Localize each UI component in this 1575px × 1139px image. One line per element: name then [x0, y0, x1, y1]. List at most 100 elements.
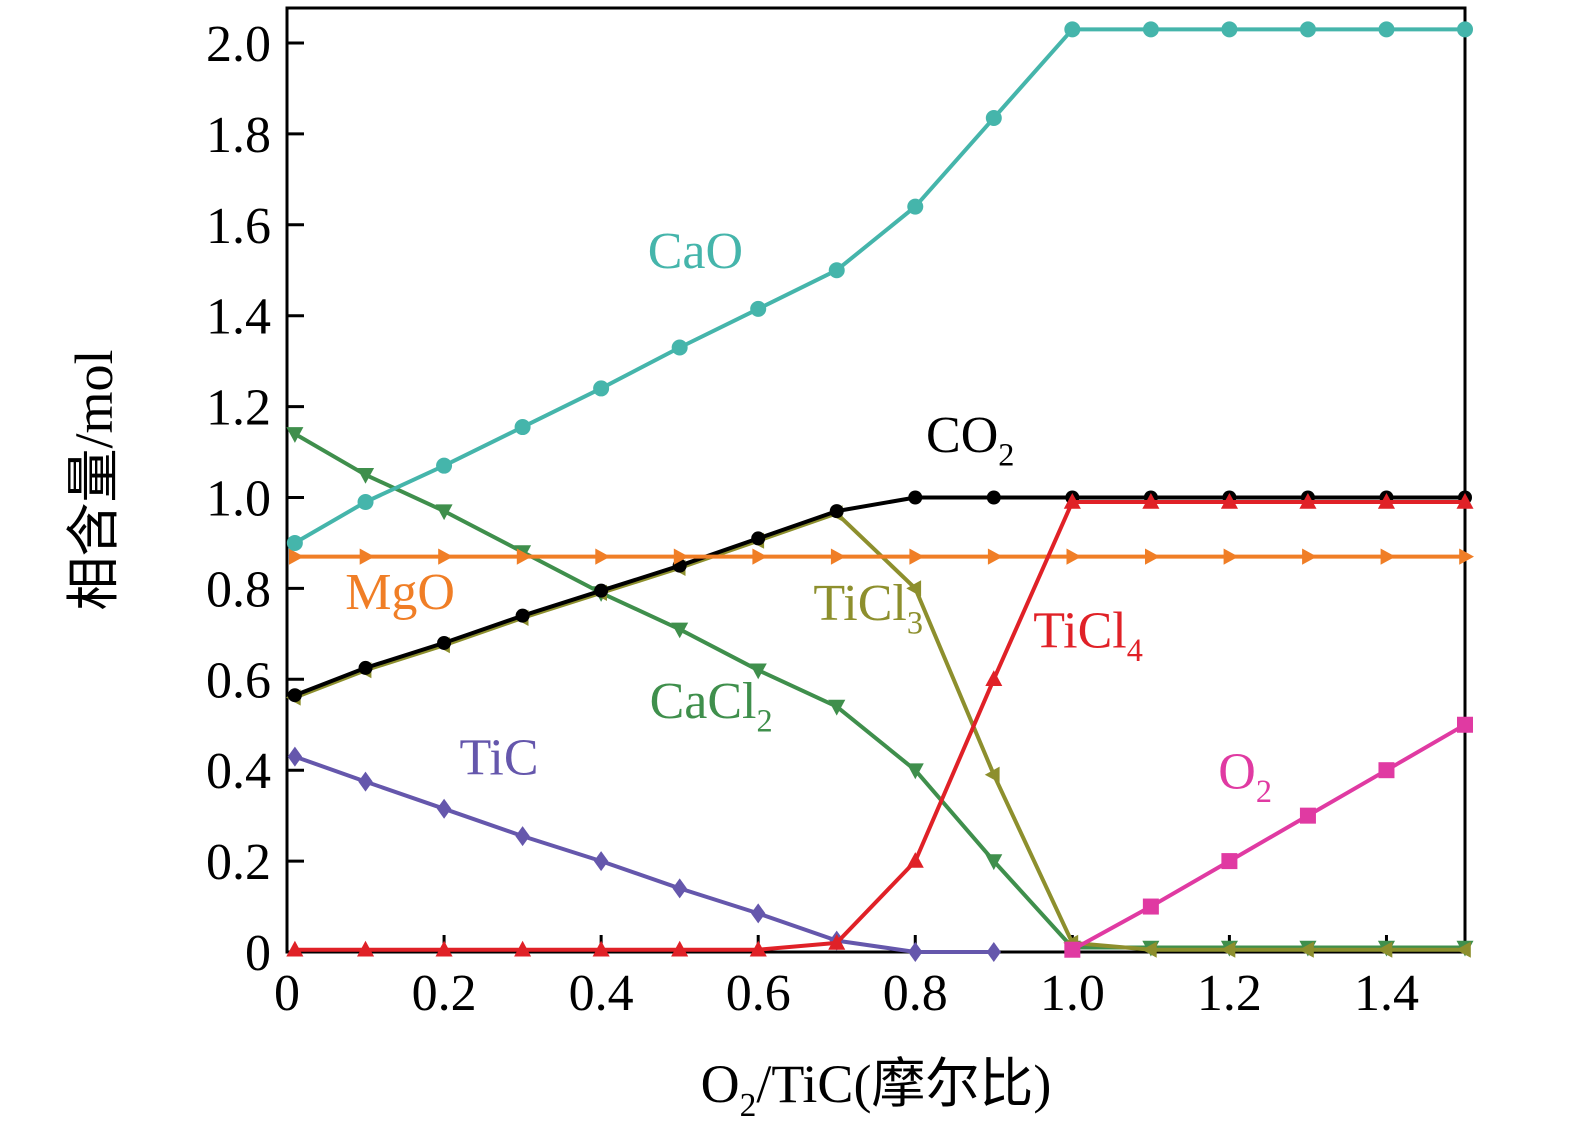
marker — [515, 608, 530, 623]
marker — [515, 826, 530, 847]
marker — [1066, 548, 1082, 565]
marker — [357, 468, 375, 484]
marker — [1456, 941, 1471, 958]
marker — [514, 940, 532, 957]
marker — [593, 851, 609, 872]
marker — [286, 940, 304, 957]
marker — [671, 622, 689, 639]
series-label-TiCl3: TiCl3 — [813, 575, 923, 641]
marker — [672, 878, 687, 899]
marker — [1459, 548, 1474, 565]
series-TiC: TiC — [287, 730, 1001, 962]
marker — [1220, 493, 1238, 509]
marker — [1299, 807, 1316, 824]
y-tick-label: 1.8 — [206, 107, 271, 164]
series-label-CO2: CO2 — [926, 407, 1014, 473]
x-tick-label: 1.0 — [1040, 965, 1105, 1022]
x-axis-label: O2/TiC(摩尔比) — [701, 1054, 1052, 1124]
x-tick-label: 0.6 — [726, 965, 791, 1022]
marker — [358, 660, 373, 675]
x-tick-label: 0 — [274, 965, 300, 1022]
marker — [437, 635, 452, 650]
y-tick-label: 0.8 — [206, 561, 271, 618]
marker — [1377, 941, 1393, 958]
series-line-TiCl4 — [292, 500, 1467, 952]
marker — [986, 942, 1001, 962]
marker — [906, 580, 922, 597]
marker — [907, 198, 924, 215]
marker — [593, 380, 610, 397]
x-tick-label: 0.8 — [883, 965, 948, 1022]
marker — [1298, 941, 1314, 958]
marker — [1221, 853, 1238, 870]
plot-frame — [285, 6, 1467, 954]
marker — [751, 903, 766, 924]
series-line-TiC — [292, 754, 996, 954]
marker — [985, 109, 1002, 126]
marker — [435, 940, 453, 957]
series-label-CaO: CaO — [648, 223, 743, 280]
marker — [595, 548, 611, 565]
series-MgO: MgO — [289, 548, 1474, 621]
marker — [749, 940, 767, 957]
marker — [828, 933, 846, 950]
marker — [752, 548, 768, 565]
marker — [1456, 493, 1474, 509]
marker — [1063, 493, 1081, 509]
marker — [1220, 941, 1236, 958]
marker — [830, 548, 846, 565]
marker — [594, 583, 609, 598]
y-tick-label: 0.2 — [206, 834, 271, 891]
axes: 0 0.2 0.4 0.6 0.8 1.0 1.2 1.4 0 0.2 0.4 0.6 0.8 1.0 1.… — [64, 6, 1467, 1124]
marker — [828, 262, 845, 279]
y-tick-label: 1.2 — [206, 380, 271, 437]
series-line-CO2 — [292, 495, 1467, 698]
marker — [906, 763, 924, 780]
marker — [438, 548, 454, 565]
marker — [986, 490, 1001, 505]
series-O2: O2 — [1064, 716, 1473, 958]
x-tick-label: 0.4 — [569, 965, 634, 1022]
marker — [436, 798, 452, 819]
series-TiCl4: TiCl4 — [286, 493, 1474, 957]
marker — [1377, 493, 1395, 509]
marker — [435, 504, 453, 521]
marker — [516, 548, 532, 565]
y-tick-label: 1.0 — [206, 470, 271, 527]
marker — [1299, 493, 1317, 509]
marker — [1299, 21, 1316, 38]
marker — [514, 419, 531, 436]
marker — [1302, 548, 1317, 565]
marker — [750, 300, 767, 317]
marker — [985, 854, 1003, 871]
y-axis-label: 相含量/mol — [64, 349, 124, 610]
marker — [984, 766, 1000, 783]
x-tick-label: 0.2 — [412, 965, 477, 1022]
marker — [671, 940, 689, 957]
y-tick-label: 1.4 — [206, 289, 271, 346]
marker — [749, 663, 767, 680]
marker — [1142, 898, 1159, 915]
y-tick-label: 2.0 — [206, 16, 271, 73]
x-tick-label: 1.4 — [1354, 965, 1419, 1022]
marker — [985, 670, 1003, 686]
marker — [1142, 493, 1160, 509]
marker — [286, 427, 304, 443]
y-tick-label: 0.4 — [206, 743, 271, 800]
marker — [358, 771, 373, 792]
series-line-CaCl2 — [292, 431, 1467, 950]
marker — [1457, 21, 1473, 38]
series-line-CaO — [292, 27, 1467, 545]
marker — [1142, 21, 1159, 38]
marker — [909, 548, 925, 565]
marker — [908, 942, 923, 962]
marker — [357, 494, 374, 511]
series-label-O2: O2 — [1218, 743, 1272, 809]
marker — [1064, 941, 1081, 958]
marker — [289, 548, 304, 565]
marker — [671, 339, 688, 356]
marker — [828, 699, 846, 716]
series-label-TiCl4: TiCl4 — [1033, 602, 1143, 668]
